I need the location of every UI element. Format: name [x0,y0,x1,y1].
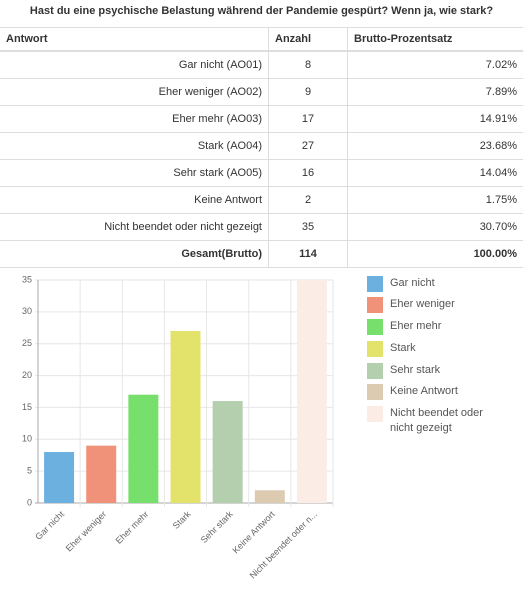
table-cell: Nicht beendet oder nicht gezeigt [0,213,269,241]
bar [296,280,327,503]
legend-item: Eher weniger [367,297,490,313]
table-cell: 1.75% [347,186,523,214]
legend-item: Gar nicht [367,276,490,292]
column-header: Brutto-Prozentsatz [347,27,523,52]
legend-label: Nicht beendet oder nicht gezeigt [390,407,483,434]
legend-label: Eher weniger [390,298,455,310]
table-cell: 2 [268,186,348,214]
legend-label: Sehr stark [390,364,441,376]
table-row: Keine Antwort 2 1.75% [0,186,523,214]
table-row: Sehr stark (AO05) 16 14.04% [0,159,523,187]
column-header: Anzahl [268,27,348,52]
y-tick-label: 25 [22,338,32,348]
legend-item: Keine Antwort [367,384,490,400]
table-cell: Gar nicht (AO01) [0,50,269,79]
legend-item: Eher mehr [367,319,490,335]
table-cell: 7.02% [347,50,523,79]
x-tick-label: Stark [171,509,193,531]
legend-swatch [367,319,383,335]
bar [44,452,75,503]
column-header: Antwort [0,27,269,52]
table-row: Nicht beendet oder nicht gezeigt 35 30.70% [0,213,523,241]
y-tick-label: 30 [22,306,32,316]
y-tick-label: 5 [27,466,32,476]
legend-swatch [367,363,383,379]
legend-label: Stark [390,342,416,354]
table-cell: 27 [268,132,348,160]
table-cell: 23.68% [347,132,523,160]
table-cell: 16 [268,159,348,187]
table-cell: Stark (AO04) [0,132,269,160]
legend-swatch [367,384,383,400]
legend-label: Gar nicht [390,277,435,289]
table-cell: 14.91% [347,105,523,133]
legend-swatch [367,297,383,313]
x-tick-label: Eher weniger [64,509,109,554]
legend-item: Stark [367,341,490,357]
y-tick-label: 0 [27,497,32,507]
x-tick-label: Eher mehr [114,509,151,546]
table-cell: Keine Antwort [0,186,269,214]
table-cell: 30.70% [347,213,523,241]
table-row: Gar nicht (AO01) 8 7.02% [0,50,523,79]
table-cell: 9 [268,78,348,106]
legend-label: Keine Antwort [390,385,458,397]
legend-swatch [367,341,383,357]
legend-label: Eher mehr [390,320,442,332]
table-cell: Eher mehr (AO03) [0,105,269,133]
table-cell: 35 [268,213,348,241]
table-cell: 100.00% [347,240,523,268]
bar [212,401,243,503]
bar [86,445,117,503]
table-cell: 7.89% [347,78,523,106]
table-cell: 114 [268,240,348,268]
table-row: Eher mehr (AO03) 17 14.91% [0,105,523,133]
bar [170,330,201,503]
bar [254,490,285,503]
table-cell: 14.04% [347,159,523,187]
table-cell: 8 [268,50,348,79]
result-table: Antwort Anzahl Brutto-Prozentsatz Gar nicht… [0,27,523,268]
legend-item: Nicht beendet oder nicht gezeigt [367,406,490,436]
table-cell: Eher weniger (AO02) [0,78,269,106]
total-row: Gesamt(Brutto) 114 100.00% [0,240,523,268]
x-tick-label: Sehr stark [199,509,235,545]
legend-swatch [367,406,383,422]
y-tick-label: 20 [22,370,32,380]
table-cell: Gesamt(Brutto) [0,240,269,268]
y-tick-label: 15 [22,402,32,412]
x-tick-label: Gar nicht [33,509,66,542]
table-row: Stark (AO04) 27 23.68% [0,132,523,160]
question-title: Hast du eine psychische Belastung währen… [29,5,494,17]
table-cell: 17 [268,105,348,133]
y-tick-label: 10 [22,434,32,444]
legend-swatch [367,276,383,292]
legend-item: Sehr stark [367,363,490,379]
y-tick-label: 35 [22,274,32,284]
table-cell: Sehr stark (AO05) [0,159,269,187]
bar [128,394,159,503]
x-tick-label: Keine Antwort [231,509,278,556]
table-row: Eher weniger (AO02) 9 7.89% [0,78,523,106]
